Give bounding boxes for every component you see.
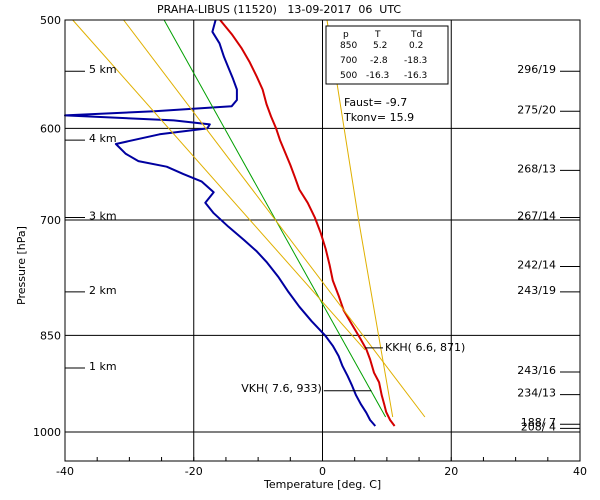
table-box — [325, 25, 449, 85]
wind-label: 296/19 — [517, 63, 556, 76]
plot-frame — [64, 19, 581, 462]
data-table: p T Td 850 5.2 0.2 700 -2.8 -18.3 500 -1… — [325, 25, 449, 85]
x-tick-label: 20 — [444, 465, 458, 478]
table-cell: -18.3 — [404, 56, 427, 66]
x-axis-title: Temperature [deg. C] — [263, 478, 381, 491]
y-tick-label: 500 — [40, 14, 61, 27]
height-label: 3 km — [89, 209, 117, 222]
table-cell: -16.3 — [366, 71, 389, 81]
x-tick-label: 40 — [573, 465, 587, 478]
height-label: 1 km — [89, 360, 117, 373]
sounding-line-3 — [123, 19, 426, 418]
x-tick-label: 0 — [319, 465, 326, 478]
wind-label: 243/19 — [517, 284, 556, 297]
table-header-t: T — [374, 30, 381, 40]
label-layer: -40 -20 0 20 40 500 600 700 850 1000 5 km 4 km 3 km 2… — [33, 14, 587, 478]
series-layer — [64, 19, 426, 427]
y-tick-label: 850 — [40, 329, 61, 342]
wind-label: 275/20 — [517, 103, 556, 116]
table-header-td: Td — [410, 30, 422, 40]
y-tick-label: 1000 — [33, 426, 61, 439]
sounding-line-5 — [326, 19, 394, 418]
wind-label: 267/14 — [517, 209, 556, 222]
annotation-label: VKH( 7.6, 933) — [241, 382, 322, 395]
wind-label: 242/14 — [517, 259, 556, 272]
wind-label: 243/16 — [517, 364, 556, 377]
sounding-line-1 — [64, 19, 377, 427]
table-cell: 0.2 — [409, 41, 423, 51]
wind-label: 188/ 7 — [521, 416, 556, 429]
annotation-label: KKH( 6.6, 871) — [385, 341, 465, 354]
y-tick-label: 600 — [40, 122, 61, 135]
table-cell: 850 — [340, 41, 357, 51]
table-cell: -16.3 — [404, 71, 427, 81]
chart-title: PRAHA-LIBUS (11520) 13-09-2017 06 UTC — [157, 3, 401, 16]
height-label: 4 km — [89, 132, 117, 145]
tkonv-index: Tkonv= 15.9 — [343, 111, 414, 124]
faust-index: Faust= -9.7 — [344, 96, 407, 109]
table-cell: 500 — [340, 71, 357, 81]
height-label: 2 km — [89, 284, 117, 297]
x-tick-label: -40 — [56, 465, 74, 478]
height-label: 5 km — [89, 63, 117, 76]
y-axis-title: Pressure [hPa] — [15, 226, 28, 305]
wind-label: 208/ 4 — [521, 420, 556, 433]
table-cell: -2.8 — [370, 56, 388, 66]
x-tick-label: -20 — [185, 465, 203, 478]
y-tick-label: 700 — [40, 214, 61, 227]
sounding-line-0 — [219, 19, 396, 427]
table-cell: 5.2 — [373, 41, 387, 51]
sounding-line-4 — [72, 19, 366, 351]
table-cell: 700 — [340, 56, 357, 66]
wind-label: 234/13 — [517, 387, 556, 400]
table-header-p: p — [343, 30, 349, 40]
wind-label: 268/13 — [517, 162, 556, 175]
